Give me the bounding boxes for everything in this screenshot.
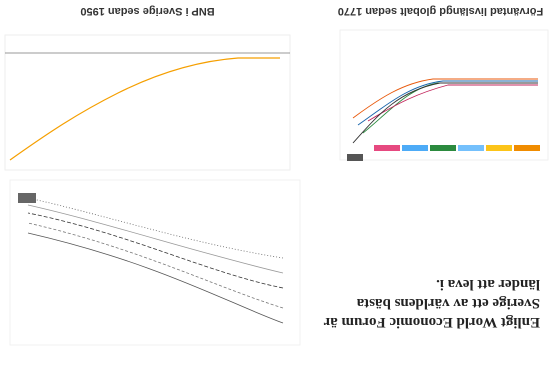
chart-frame: [4, 34, 291, 171]
curve: [367, 84, 538, 122]
chart-title: BNP i Sverige sedan 1950: [80, 5, 215, 17]
curve: [27, 204, 284, 274]
curve: [357, 80, 538, 126]
curve: [27, 212, 284, 289]
curve: [27, 232, 284, 324]
logo: [347, 154, 363, 161]
curve: [27, 197, 284, 259]
curve: [352, 78, 538, 119]
life-chart: [339, 29, 549, 161]
legend: [374, 145, 540, 151]
curve: [27, 222, 284, 309]
logo: [18, 193, 36, 203]
chart-title: Förväntad livslängd globalt sedan 1770: [337, 5, 544, 17]
chart-frame: [339, 29, 549, 161]
gdp-line: [9, 57, 280, 161]
decline-chart: [9, 179, 301, 346]
curve: [352, 82, 538, 144]
chart-frame: [9, 179, 301, 346]
gdp-chart: [4, 34, 291, 171]
